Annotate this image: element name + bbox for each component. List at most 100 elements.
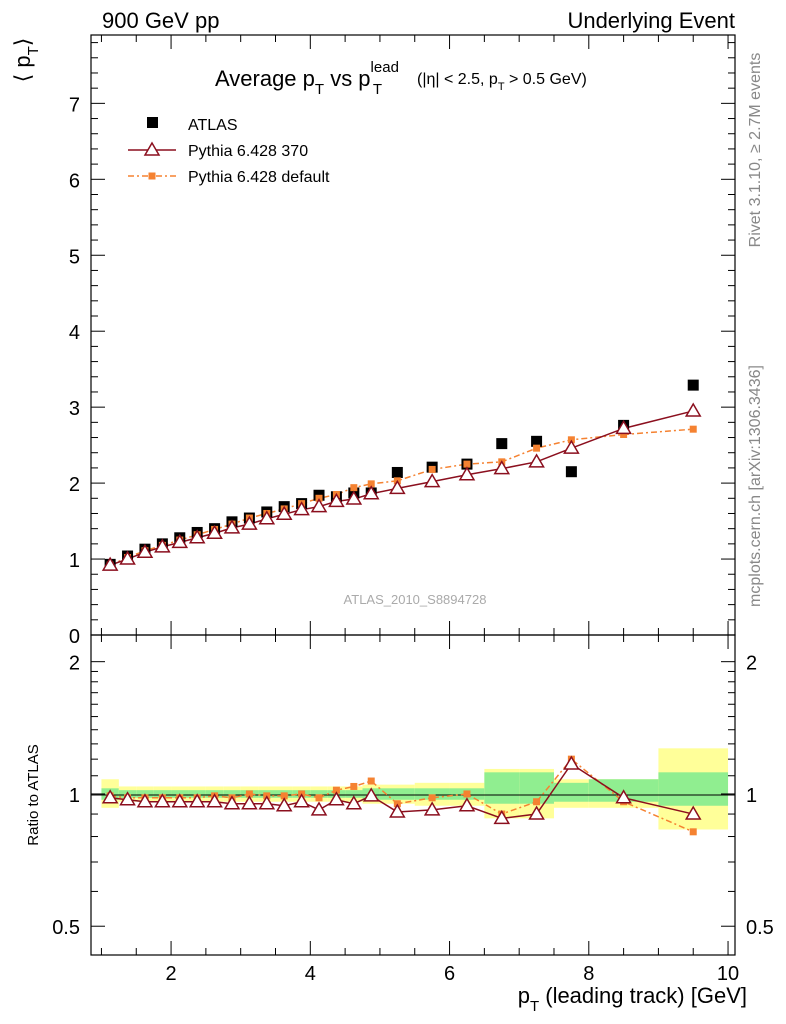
mcplots-label: mcplots.cern.ch [arXiv:1306.3436] <box>747 365 764 607</box>
ratio-inner-band <box>310 790 328 798</box>
ratio-pythia-default-point <box>689 828 697 836</box>
ratio-pythia-default-point <box>463 790 471 798</box>
ratio-y-tick-label: 0.5 <box>52 917 80 939</box>
ylabel-sub: T <box>25 46 42 55</box>
pythia370-point <box>615 419 632 435</box>
pythia370-point <box>223 519 241 534</box>
title-sub2: T <box>373 81 382 98</box>
pythia-default-point <box>533 444 541 452</box>
pythia370-point <box>458 466 476 481</box>
pythia-default-point <box>350 484 358 492</box>
ratio-pythia370-point <box>615 789 632 804</box>
header-right: Underlying Event <box>567 8 735 33</box>
pythia370-point <box>206 524 223 539</box>
plot-title: Average pT vs plead T <box>215 59 399 98</box>
legend-label-atlas: ATLAS <box>188 117 238 134</box>
pythia370-point <box>528 453 545 468</box>
main-y-label: ⟨ pT⟩ <box>10 38 42 83</box>
title-cut-sub: T <box>498 81 505 93</box>
title-mid: vs p <box>324 66 370 91</box>
pythia370-point <box>362 485 380 500</box>
atlas-point <box>565 466 577 478</box>
main-y-tick-label: 4 <box>69 322 80 344</box>
x-axis-label: pT (leading track) [GeV] <box>518 983 747 1015</box>
pythia370-point <box>136 543 154 558</box>
ratio-pythia370-point <box>101 789 119 804</box>
ratio-pythia370-point <box>423 801 441 816</box>
ylabel-left: ⟨ p <box>10 55 35 82</box>
ratio-y-tick-label: 1 <box>69 785 80 807</box>
ratio-y-tick-label-right: 1 <box>746 785 757 807</box>
header-left: 900 GeV pp <box>102 8 219 33</box>
pythia370-point <box>563 439 580 454</box>
ratio-pythia370-point <box>684 805 702 820</box>
title-prefix: Average p <box>215 66 315 91</box>
ratio-pythia370-point <box>171 793 189 808</box>
ratio-pythia370-point <box>293 793 310 808</box>
title-cut-a: (|η| < 2.5, p <box>417 71 498 88</box>
xlabel-left: p <box>518 983 530 1008</box>
pythia-default-point <box>463 460 471 468</box>
pythia370-point <box>389 479 406 495</box>
ratio-pythia370-point <box>241 795 258 810</box>
ratio-pythia-default-point <box>350 782 358 790</box>
pythia370-point <box>119 550 136 565</box>
pythia-default-point <box>428 465 436 473</box>
ratio-pythia370-point <box>275 797 293 812</box>
pythia370-point <box>293 501 310 516</box>
main-axis-ticks <box>91 35 735 636</box>
ratio-inner-band <box>345 790 363 798</box>
title-sup: lead <box>371 59 399 76</box>
ratio-pythia370-point <box>258 795 276 810</box>
main-y-tick-label: 6 <box>69 170 80 192</box>
ratio-y-label: Ratio to ATLAS <box>25 744 42 845</box>
pythia370-point <box>328 492 345 508</box>
ratio-pythia370-point <box>119 791 136 806</box>
pythia370-point <box>310 498 328 513</box>
ratio-bands <box>101 748 729 830</box>
legend-label-pythia370: Pythia 6.428 370 <box>188 143 308 160</box>
legend: ATLAS Pythia 6.428 370 Pythia 6.428 defa… <box>128 117 330 186</box>
pythia370-point <box>684 402 702 417</box>
ratio-inner-band <box>223 790 241 798</box>
ratio-pythia370-point <box>328 791 345 806</box>
pythia-default-point <box>367 480 375 488</box>
main-series-layer <box>101 379 702 571</box>
main-y-tick-label: 2 <box>69 474 80 496</box>
main-y-tick-label: 1 <box>69 550 80 572</box>
main-y-tick-label: 0 <box>69 626 80 648</box>
main-y-tick-label: 5 <box>69 246 80 268</box>
ratio-pythia-default-point <box>367 777 375 785</box>
pythia370-point <box>241 515 258 530</box>
ratio-inner-band <box>379 788 415 800</box>
ratio-pythia370-point <box>493 809 511 825</box>
analysis-watermark: ATLAS_2010_S8894728 <box>344 592 487 607</box>
pythia-default-point <box>689 425 697 433</box>
ratio-pythia-default-point <box>332 786 340 794</box>
ratio-pythia-default-point <box>245 790 253 798</box>
x-tick-label: 8 <box>583 963 594 985</box>
pythia370-point <box>188 529 206 544</box>
atlas-point <box>391 466 403 478</box>
main-y-tick-labels: 0 1 2 3 4 5 6 7 <box>69 94 80 648</box>
ratio-pythia370-point <box>563 755 580 770</box>
legend-marker-pythia370 <box>143 141 161 156</box>
legend-marker-pythia-default <box>148 172 156 180</box>
pythia-default-line <box>109 428 694 566</box>
pythia-default-point <box>620 430 628 438</box>
main-y-tick-label: 3 <box>69 398 80 420</box>
pythia370-point <box>154 538 171 553</box>
pythia370-point <box>101 556 119 571</box>
title-cuts: (|η| < 2.5, pT > 0.5 GeV) <box>417 71 587 93</box>
ratio-panel: 0.5 0.5 1 1 2 2 2 4 6 8 10 Ratio to ATLAS pT (lea… <box>25 634 774 1015</box>
ratio-pythia-default-point <box>428 794 436 802</box>
ratio-pythia370-point <box>345 795 363 810</box>
ratio-series-layer <box>101 755 702 836</box>
ratio-axis-ticks <box>91 635 735 955</box>
atlas-point <box>687 379 699 391</box>
ratio-y-tick-label: 2 <box>69 653 80 675</box>
pythia370-point <box>275 505 293 520</box>
ratio-y-tick-label-right: 2 <box>746 653 757 675</box>
ratio-pythia370-point <box>188 793 206 808</box>
